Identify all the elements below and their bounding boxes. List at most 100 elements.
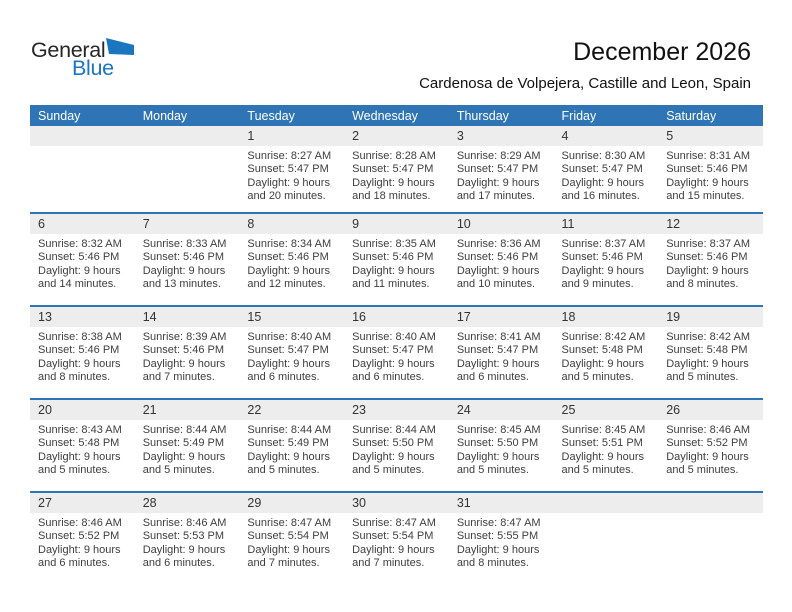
- day-number: 30: [344, 493, 449, 513]
- daylight-text: Daylight: 9 hours and 7 minutes.: [352, 543, 435, 570]
- day-details: Sunrise: 8:46 AM Sunset: 5:53 PM Daylight:…: [135, 513, 240, 571]
- day-number: 10: [448, 214, 554, 234]
- daylight-text: Daylight: 9 hours and 16 minutes.: [561, 176, 645, 203]
- day-number: 15: [239, 307, 345, 327]
- daylight-text: Daylight: 9 hours and 14 minutes.: [38, 264, 121, 291]
- daylight-text: Daylight: 9 hours and 6 minutes.: [456, 357, 540, 384]
- day-cell-13: 13 Sunrise: 8:38 AM Sunset: 5:46 PM Dayligh…: [30, 306, 135, 399]
- day-details: Sunrise: 8:27 AM Sunset: 5:47 PM Daylight:…: [239, 146, 344, 204]
- sunset-text: Sunset: 5:54 PM: [352, 530, 434, 543]
- sunset-text: Sunset: 5:46 PM: [456, 251, 539, 264]
- sunrise-text: Sunrise: 8:39 AM: [142, 331, 227, 343]
- day-number: [658, 493, 763, 513]
- weekday-header-thursday: Thursday: [448, 105, 554, 126]
- weekday-header-wednesday: Wednesday: [344, 105, 449, 126]
- weekday-header-row: Sunday Monday Tuesday Wednesday Thursday…: [30, 105, 763, 126]
- page-title: December 2026: [573, 38, 751, 66]
- day-details: Sunrise: 8:46 AM Sunset: 5:52 PM Daylight:…: [658, 420, 763, 478]
- day-cell-19: 19 Sunrise: 8:42 AM Sunset: 5:48 PM Dayligh…: [658, 306, 763, 399]
- sunset-text: Sunset: 5:46 PM: [38, 344, 120, 357]
- day-number: 5: [658, 126, 763, 146]
- daylight-text: Daylight: 9 hours and 6 minutes.: [142, 543, 226, 570]
- sunset-text: Sunset: 5:46 PM: [352, 251, 434, 264]
- daylight-text: Daylight: 9 hours and 6 minutes.: [38, 543, 121, 570]
- sunrise-text: Sunrise: 8:35 AM: [352, 238, 436, 250]
- sunrise-text: Sunrise: 8:27 AM: [247, 150, 332, 162]
- day-number: 16: [344, 307, 449, 327]
- sunrise-text: Sunrise: 8:36 AM: [456, 238, 541, 250]
- sunrise-text: Sunrise: 8:41 AM: [456, 331, 541, 343]
- day-details: Sunrise: 8:44 AM Sunset: 5:50 PM Daylight:…: [344, 420, 449, 478]
- day-cell-11: 11 Sunrise: 8:37 AM Sunset: 5:46 PM Dayligh…: [553, 213, 659, 306]
- day-cell-30: 30 Sunrise: 8:47 AM Sunset: 5:54 PM Dayligh…: [344, 492, 449, 585]
- daylight-text: Daylight: 9 hours and 5 minutes.: [666, 450, 749, 477]
- sunset-text: Sunset: 5:52 PM: [38, 530, 120, 543]
- daylight-text: Daylight: 9 hours and 5 minutes.: [352, 450, 435, 477]
- sunset-text: Sunset: 5:46 PM: [142, 344, 225, 357]
- sunset-text: Sunset: 5:46 PM: [561, 251, 643, 264]
- sunrise-text: Sunrise: 8:45 AM: [561, 424, 646, 436]
- sunrise-text: Sunrise: 8:42 AM: [666, 331, 750, 343]
- day-cell-1: 1 Sunrise: 8:27 AM Sunset: 5:47 PM Daylight…: [239, 126, 345, 213]
- day-number: 1: [239, 126, 345, 146]
- day-details: Sunrise: 8:34 AM Sunset: 5:46 PM Daylight:…: [239, 234, 344, 292]
- sunset-text: Sunset: 5:47 PM: [352, 163, 434, 176]
- sunset-text: Sunset: 5:48 PM: [561, 344, 643, 357]
- sunrise-text: Sunrise: 8:30 AM: [561, 150, 646, 162]
- day-details: Sunrise: 8:45 AM Sunset: 5:51 PM Daylight:…: [554, 420, 659, 478]
- logo-triangle-icon: [106, 37, 135, 60]
- daylight-text: Daylight: 9 hours and 7 minutes.: [247, 543, 330, 570]
- daylight-text: Daylight: 9 hours and 6 minutes.: [352, 357, 435, 384]
- logo-text-general: General: [31, 37, 106, 62]
- sunset-text: Sunset: 5:46 PM: [38, 251, 120, 264]
- empty-day-cell: [30, 126, 135, 213]
- day-details: Sunrise: 8:43 AM Sunset: 5:48 PM Daylight:…: [30, 420, 135, 478]
- sunrise-text: Sunrise: 8:46 AM: [666, 424, 750, 436]
- day-cell-24: 24 Sunrise: 8:45 AM Sunset: 5:50 PM Dayligh…: [448, 399, 554, 492]
- day-cell-6: 6 Sunrise: 8:32 AM Sunset: 5:46 PM Daylight…: [30, 213, 135, 306]
- daylight-text: Daylight: 9 hours and 6 minutes.: [247, 357, 330, 384]
- weekday-header-sunday: Sunday: [30, 105, 135, 126]
- sunset-text: Sunset: 5:54 PM: [247, 530, 329, 543]
- weekday-header-tuesday: Tuesday: [239, 105, 345, 126]
- sunrise-text: Sunrise: 8:46 AM: [142, 517, 227, 529]
- day-number: [134, 126, 240, 146]
- day-number: [30, 126, 135, 146]
- sunset-text: Sunset: 5:50 PM: [352, 437, 434, 450]
- week-row: 13 Sunrise: 8:38 AM Sunset: 5:46 PM Dayligh…: [30, 306, 763, 399]
- day-details: Sunrise: 8:30 AM Sunset: 5:47 PM Daylight:…: [554, 146, 659, 204]
- day-details: Sunrise: 8:45 AM Sunset: 5:50 PM Daylight:…: [449, 420, 554, 478]
- sunset-text: Sunset: 5:55 PM: [456, 530, 539, 543]
- day-number: 8: [239, 214, 345, 234]
- day-number: 13: [30, 307, 135, 327]
- day-cell-2: 2 Sunrise: 8:28 AM Sunset: 5:47 PM Daylight…: [344, 126, 449, 213]
- daylight-text: Daylight: 9 hours and 5 minutes.: [561, 450, 645, 477]
- day-details: Sunrise: 8:40 AM Sunset: 5:47 PM Daylight:…: [239, 327, 344, 385]
- day-cell-8: 8 Sunrise: 8:34 AM Sunset: 5:46 PM Daylight…: [239, 213, 345, 306]
- day-cell-9: 9 Sunrise: 8:35 AM Sunset: 5:46 PM Daylight…: [344, 213, 449, 306]
- daylight-text: Daylight: 9 hours and 5 minutes.: [247, 450, 330, 477]
- day-cell-7: 7 Sunrise: 8:33 AM Sunset: 5:46 PM Daylight…: [134, 213, 240, 306]
- daylight-text: Daylight: 9 hours and 15 minutes.: [666, 176, 749, 203]
- day-cell-25: 25 Sunrise: 8:45 AM Sunset: 5:51 PM Dayligh…: [553, 399, 659, 492]
- daylight-text: Daylight: 9 hours and 5 minutes.: [38, 450, 121, 477]
- day-number: 7: [134, 214, 240, 234]
- day-cell-12: 12 Sunrise: 8:37 AM Sunset: 5:46 PM Dayligh…: [658, 213, 763, 306]
- day-number: 14: [134, 307, 240, 327]
- day-number: 2: [344, 126, 449, 146]
- day-number: 22: [239, 400, 345, 420]
- sunset-text: Sunset: 5:47 PM: [352, 344, 434, 357]
- day-cell-5: 5 Sunrise: 8:31 AM Sunset: 5:46 PM Daylight…: [658, 126, 763, 213]
- logo-top-row: General: [31, 37, 135, 62]
- day-cell-20: 20 Sunrise: 8:43 AM Sunset: 5:48 PM Dayligh…: [30, 399, 135, 492]
- sunrise-text: Sunrise: 8:46 AM: [38, 517, 122, 529]
- empty-day-cell: [134, 126, 240, 213]
- sunset-text: Sunset: 5:52 PM: [666, 437, 748, 450]
- sunrise-text: Sunrise: 8:44 AM: [142, 424, 227, 436]
- sunrise-text: Sunrise: 8:38 AM: [38, 331, 122, 343]
- week-row: 1 Sunrise: 8:27 AM Sunset: 5:47 PM Daylight…: [30, 126, 763, 213]
- sunrise-text: Sunrise: 8:33 AM: [142, 238, 227, 250]
- sunrise-text: Sunrise: 8:47 AM: [456, 517, 541, 529]
- calendar-table: Sunday Monday Tuesday Wednesday Thursday…: [30, 105, 763, 585]
- sunset-text: Sunset: 5:47 PM: [561, 163, 643, 176]
